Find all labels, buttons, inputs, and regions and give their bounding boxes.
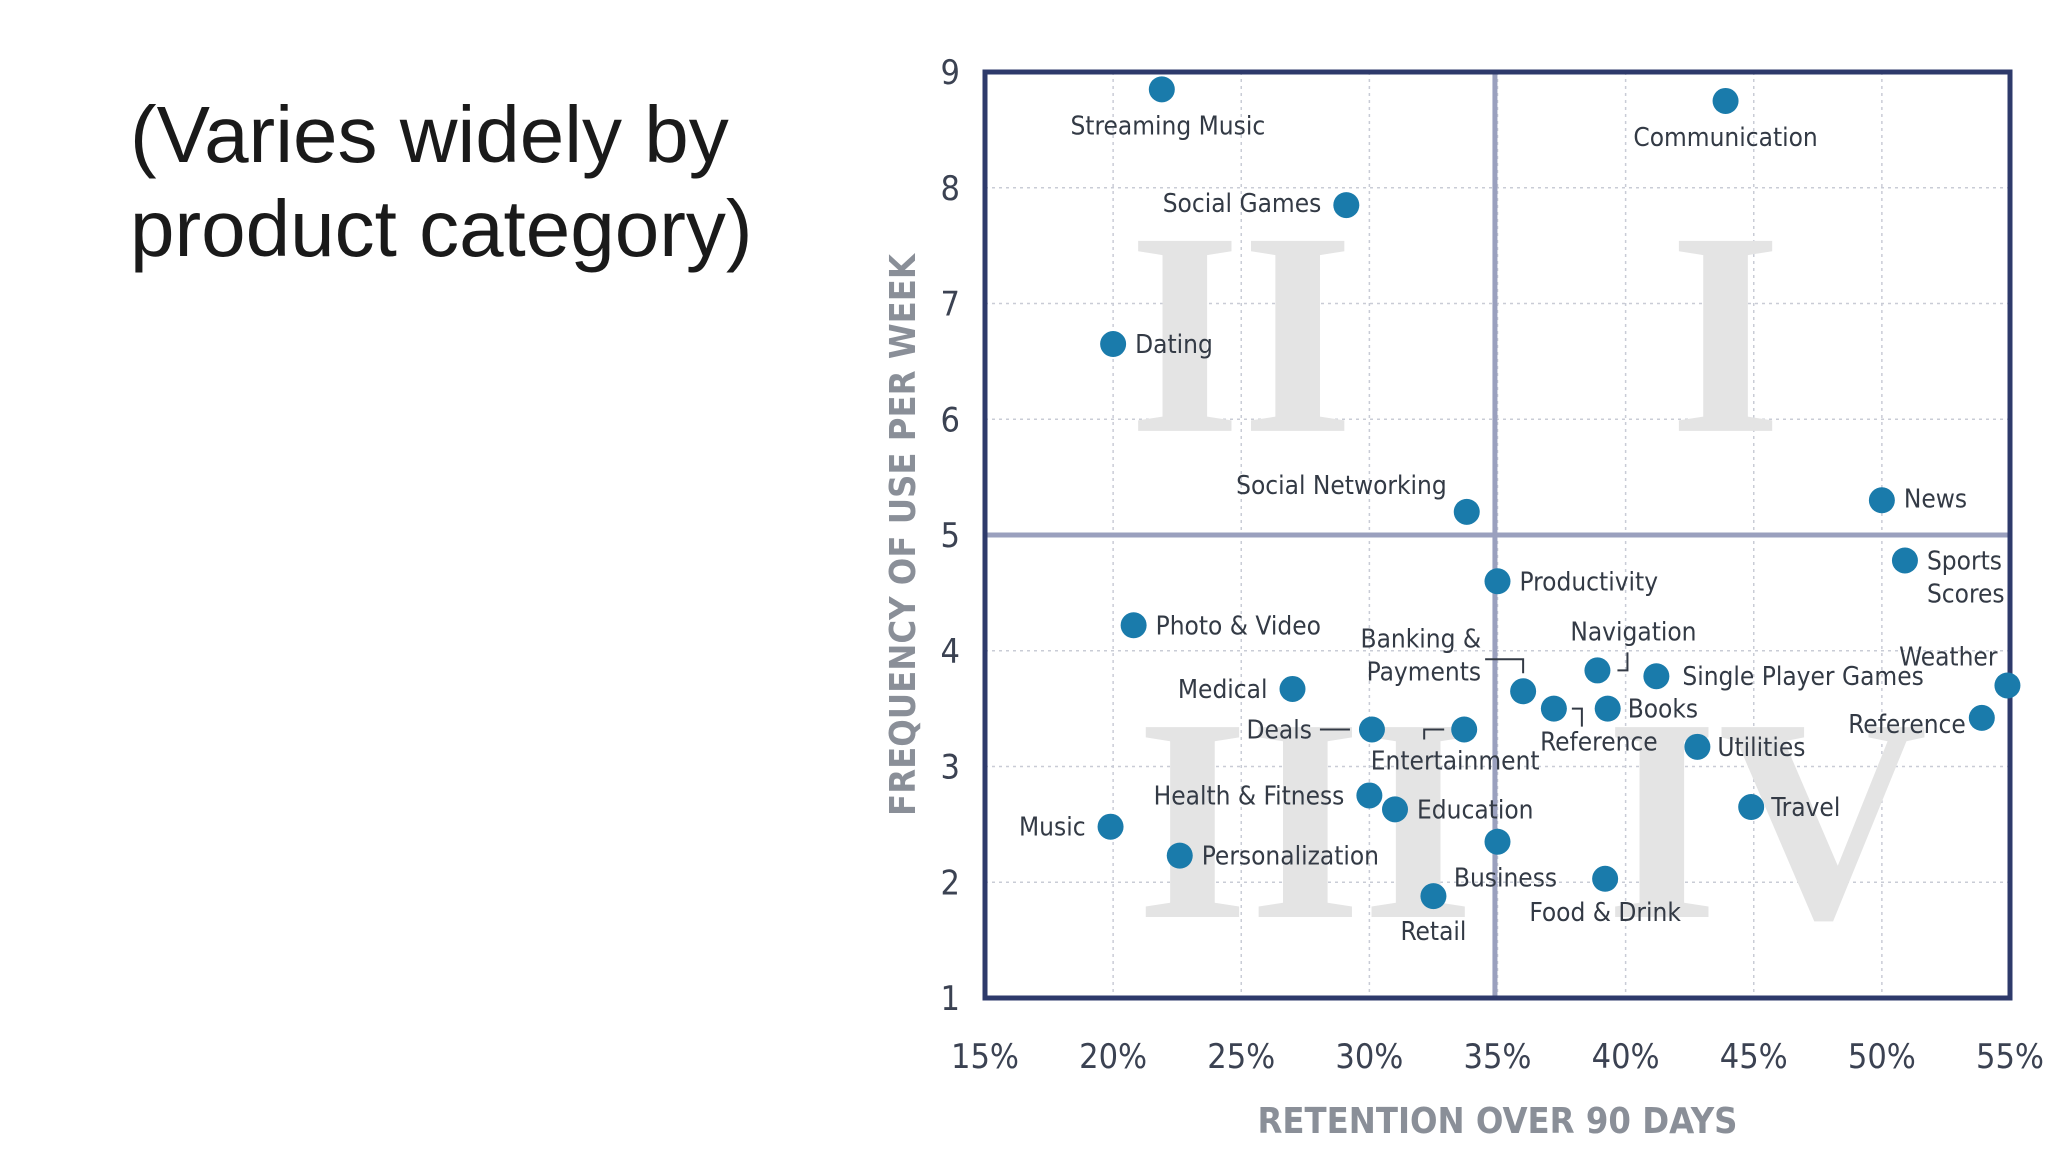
quadrant-label: III bbox=[1136, 659, 1475, 980]
data-point bbox=[1868, 487, 1895, 514]
slide-title: (Varies widely by product category) bbox=[130, 90, 753, 273]
data-point-label: Deals bbox=[1247, 715, 1312, 745]
quadrant-label: I bbox=[1669, 173, 1782, 494]
y-tick-label: 3 bbox=[941, 748, 960, 788]
y-tick-label: 8 bbox=[941, 169, 960, 209]
data-point bbox=[1540, 695, 1567, 722]
data-point-label: Streaming Music bbox=[1070, 111, 1265, 141]
x-tick-label: 55% bbox=[1976, 1037, 2044, 1077]
data-point bbox=[1100, 331, 1127, 358]
y-axis-title: FREQUENCY OF USE PER WEEK bbox=[883, 252, 924, 816]
data-point bbox=[1891, 547, 1918, 574]
data-point-label: Education bbox=[1417, 795, 1533, 825]
data-point bbox=[1510, 678, 1537, 705]
entertainment-connector bbox=[1423, 728, 1445, 740]
x-tick-label: 35% bbox=[1464, 1037, 1532, 1077]
data-point-label: Retail bbox=[1400, 917, 1466, 947]
data-point-label: Reference bbox=[1540, 728, 1658, 758]
data-points bbox=[1097, 76, 2021, 910]
y-tick-label: 4 bbox=[941, 632, 960, 672]
data-point-label: Health & Fitness bbox=[1154, 781, 1345, 811]
data-point-label: Navigation bbox=[1570, 617, 1696, 647]
x-tick-label: 20% bbox=[1079, 1037, 1147, 1077]
x-axis-title: RETENTION OVER 90 DAYS bbox=[1257, 1101, 1737, 1142]
y-tick-label: 2 bbox=[941, 863, 960, 903]
quadrant-label: II bbox=[1128, 173, 1354, 494]
data-point-label: Entertainment bbox=[1371, 746, 1540, 776]
data-point-label: Utilities bbox=[1717, 733, 1805, 763]
x-tick-label: 40% bbox=[1592, 1037, 1660, 1077]
data-point bbox=[1594, 695, 1621, 722]
data-point-label: Business bbox=[1454, 864, 1557, 894]
data-point bbox=[1484, 828, 1511, 855]
data-point bbox=[1643, 663, 1670, 690]
data-point-label: Sports bbox=[1927, 546, 2002, 576]
banking-connector bbox=[1485, 658, 1525, 674]
data-point bbox=[1684, 733, 1711, 760]
y-tick-label: 9 bbox=[941, 53, 960, 93]
data-point bbox=[1584, 657, 1611, 684]
data-point bbox=[1738, 794, 1765, 821]
data-point bbox=[1356, 782, 1383, 809]
data-point bbox=[1148, 76, 1175, 103]
data-point-label: Reference bbox=[1848, 710, 1966, 740]
data-point-label: Music bbox=[1019, 813, 1086, 843]
data-point-label: Food & Drink bbox=[1529, 898, 1681, 928]
data-point bbox=[1451, 716, 1478, 743]
quadrant-label: IV bbox=[1605, 659, 1927, 980]
data-point bbox=[1166, 842, 1193, 869]
x-tick-label: 15% bbox=[951, 1037, 1019, 1077]
x-tick-label: 50% bbox=[1848, 1037, 1916, 1077]
data-point bbox=[1712, 87, 1739, 114]
reference-connector bbox=[1571, 707, 1583, 727]
data-point bbox=[1333, 192, 1360, 219]
data-point-label: News bbox=[1904, 484, 1967, 514]
data-point bbox=[1279, 675, 1306, 702]
data-point-label: Personalization bbox=[1202, 842, 1379, 872]
data-point bbox=[1382, 796, 1408, 823]
x-tick-label: 25% bbox=[1207, 1037, 1275, 1077]
data-point-label: Social Networking bbox=[1236, 471, 1447, 501]
data-point-label: Photo & Video bbox=[1156, 611, 1321, 641]
data-point-label: Single Player Games bbox=[1682, 662, 1923, 692]
data-point bbox=[1420, 883, 1447, 910]
plot-frame bbox=[982, 69, 2013, 1001]
data-point bbox=[1120, 612, 1147, 639]
data-point-label: Weather bbox=[1899, 642, 1998, 672]
data-point bbox=[1453, 498, 1480, 525]
x-axis-ticks: 15% 20% 25% 30% 35% 40% 45% 50% 55% bbox=[951, 1037, 2044, 1077]
label-connectors bbox=[1319, 652, 1629, 740]
y-tick-label: 7 bbox=[941, 285, 960, 325]
data-point-label: Banking & bbox=[1361, 624, 1482, 654]
y-tick-label: 1 bbox=[941, 979, 960, 1019]
data-point-label: Travel bbox=[1770, 793, 1840, 823]
y-axis-ticks: 1 2 3 4 5 6 7 8 9 bbox=[941, 53, 960, 1019]
data-point-label: Books bbox=[1628, 695, 1698, 725]
data-point-label: Productivity bbox=[1520, 567, 1659, 597]
data-point bbox=[1994, 672, 2021, 699]
data-point bbox=[1592, 865, 1619, 892]
data-point-label: Medical bbox=[1178, 675, 1268, 705]
data-point-label: Dating bbox=[1135, 330, 1213, 360]
data-point bbox=[1358, 716, 1385, 743]
data-point-label: Payments bbox=[1367, 657, 1481, 687]
data-point bbox=[1968, 704, 1995, 731]
navigation-connector bbox=[1617, 652, 1629, 672]
data-point-label: Scores bbox=[1927, 579, 2005, 609]
y-tick-label: 5 bbox=[941, 516, 960, 556]
data-point bbox=[1484, 568, 1511, 595]
data-point bbox=[1097, 813, 1124, 840]
y-tick-label: 6 bbox=[941, 400, 960, 440]
x-tick-label: 45% bbox=[1720, 1037, 1788, 1077]
data-point-label: Communication bbox=[1633, 123, 1817, 153]
x-tick-label: 30% bbox=[1335, 1037, 1403, 1077]
data-point-label: Social Games bbox=[1163, 189, 1322, 219]
data-point-labels: Streaming Music Communication Social Games… bbox=[1019, 111, 2005, 947]
